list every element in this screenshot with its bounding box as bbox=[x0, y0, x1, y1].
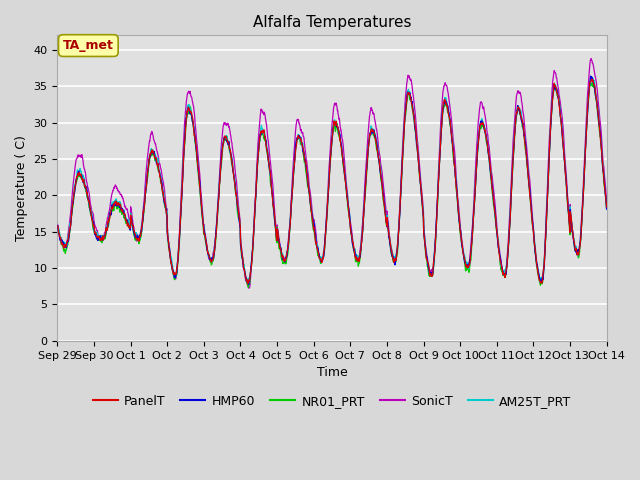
Legend: PanelT, HMP60, NR01_PRT, SonicT, AM25T_PRT: PanelT, HMP60, NR01_PRT, SonicT, AM25T_P… bbox=[88, 390, 577, 413]
X-axis label: Time: Time bbox=[317, 366, 348, 379]
Y-axis label: Temperature ( C): Temperature ( C) bbox=[15, 135, 28, 241]
Title: Alfalfa Temperatures: Alfalfa Temperatures bbox=[253, 15, 412, 30]
Text: TA_met: TA_met bbox=[63, 39, 114, 52]
